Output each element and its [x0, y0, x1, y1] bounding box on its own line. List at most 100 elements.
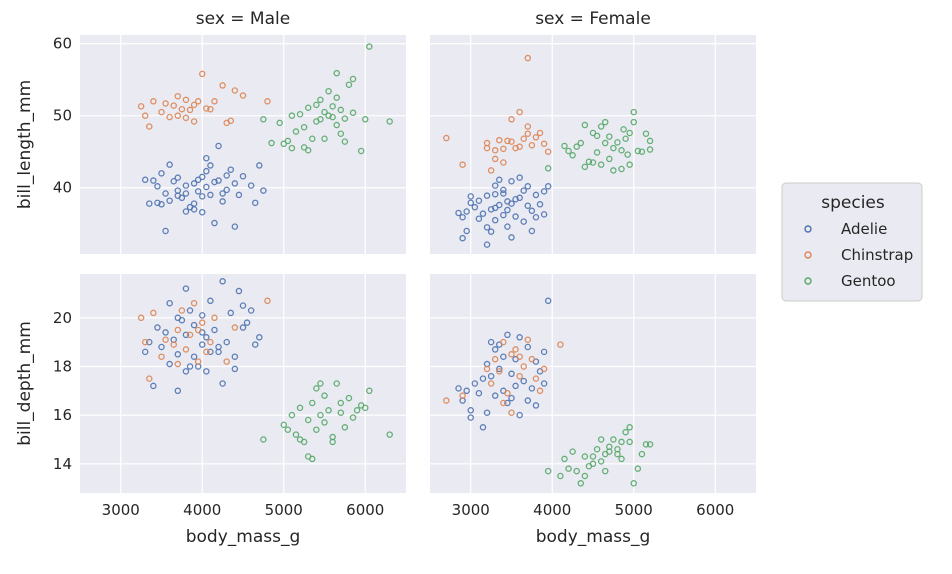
legend-marker-adelie: [804, 225, 812, 233]
data-point-chinstrap: [504, 137, 511, 145]
data-point-gentoo: [606, 133, 613, 140]
data-point-adelie: [223, 338, 230, 346]
data-point-adelie: [256, 162, 263, 169]
data-point-gentoo: [561, 455, 568, 463]
data-point-adelie: [227, 166, 235, 173]
data-point-adelie: [235, 191, 243, 199]
data-point-adelie: [532, 402, 540, 409]
data-point-gentoo: [581, 472, 589, 480]
data-point-gentoo: [589, 460, 597, 468]
data-point-adelie: [516, 334, 523, 341]
data-point-chinstrap: [500, 145, 507, 153]
data-point-adelie: [487, 338, 495, 346]
data-point-adelie: [459, 234, 466, 242]
data-point-chinstrap: [141, 112, 149, 119]
data-point-gentoo: [589, 159, 597, 166]
data-point-gentoo: [646, 441, 654, 448]
data-point-chinstrap: [198, 319, 206, 326]
data-point-adelie: [166, 360, 173, 368]
data-point-adelie: [455, 209, 462, 217]
data-point-adelie: [182, 190, 190, 197]
data-point-adelie: [162, 227, 169, 235]
data-point-adelie: [504, 206, 511, 214]
data-point-chinstrap: [158, 108, 165, 116]
data-point-gentoo: [630, 108, 638, 116]
data-point-chinstrap: [174, 326, 182, 334]
data-point-adelie: [219, 190, 226, 197]
data-point-gentoo: [630, 118, 638, 126]
data-point-gentoo: [614, 450, 621, 458]
data-point-gentoo: [321, 419, 328, 426]
data-point-chinstrap: [178, 105, 186, 113]
data-point-gentoo: [337, 130, 345, 137]
data-point-adelie: [239, 324, 247, 331]
data-point-gentoo: [597, 123, 605, 130]
data-point-chinstrap: [203, 348, 210, 356]
data-point-gentoo: [304, 453, 312, 460]
data-point-chinstrap: [211, 98, 218, 105]
data-point-adelie: [463, 387, 470, 395]
data-point-adelie: [146, 338, 153, 346]
data-point-gentoo: [618, 147, 625, 154]
data-point-gentoo: [304, 104, 312, 112]
data-point-gentoo: [329, 103, 336, 110]
data-point-adelie: [516, 411, 523, 419]
data-point-gentoo: [634, 465, 642, 472]
data-point-chinstrap: [146, 375, 153, 382]
data-point-adelie: [251, 341, 259, 348]
data-point-adelie: [211, 219, 218, 227]
data-point-adelie: [182, 368, 190, 375]
data-point-adelie: [524, 343, 532, 351]
data-point-gentoo: [569, 152, 576, 159]
data-point-adelie: [524, 202, 532, 209]
data-point-adelie: [158, 201, 165, 208]
data-point-adelie: [520, 377, 527, 385]
data-point-adelie: [186, 307, 194, 314]
data-point-gentoo: [284, 426, 292, 433]
data-point-gentoo: [349, 414, 357, 421]
data-point-adelie: [141, 348, 149, 356]
data-point-chinstrap: [524, 54, 532, 62]
x-tick-label: 4000: [533, 501, 571, 519]
data-point-gentoo: [638, 450, 646, 458]
data-point-gentoo: [288, 112, 296, 119]
data-point-adelie: [203, 183, 210, 191]
data-point-adelie: [174, 192, 182, 199]
data-point-adelie: [190, 353, 198, 360]
data-point-gentoo: [325, 87, 332, 95]
data-point-adelie: [487, 206, 495, 213]
data-point-gentoo: [288, 144, 296, 152]
data-point-gentoo: [337, 106, 345, 114]
data-point-chinstrap: [211, 314, 218, 322]
data-point-chinstrap: [137, 314, 145, 322]
data-point-adelie: [170, 177, 177, 185]
data-point-adelie: [500, 353, 507, 360]
data-point-gentoo: [333, 69, 340, 77]
data-point-gentoo: [577, 480, 585, 487]
data-point-adelie: [231, 223, 239, 230]
y-tick-label: 60: [53, 35, 72, 53]
data-point-gentoo: [349, 75, 357, 83]
data-point-gentoo: [268, 139, 275, 147]
panel-female-bill-length-mm: [430, 35, 756, 254]
data-point-chinstrap: [544, 148, 552, 155]
facet-title: sex = Female: [535, 9, 651, 29]
data-point-chinstrap: [182, 96, 190, 104]
data-point-adelie: [455, 385, 462, 392]
data-point-chinstrap: [203, 105, 210, 112]
data-point-gentoo: [624, 151, 631, 158]
data-point-gentoo: [597, 436, 605, 443]
data-point-chinstrap: [516, 143, 523, 150]
data-point-gentoo: [341, 115, 349, 122]
data-point-chinstrap: [536, 129, 544, 137]
data-point-adelie: [544, 183, 552, 190]
x-tick-label: 6000: [346, 501, 384, 519]
data-point-adelie: [463, 208, 470, 215]
legend-items: Adelie Chinstrap Gentoo: [804, 220, 913, 290]
data-point-chinstrap: [170, 102, 177, 109]
data-point-gentoo: [565, 147, 572, 155]
data-point-adelie: [508, 177, 515, 185]
data-point-gentoo: [638, 148, 646, 155]
data-point-adelie: [203, 334, 210, 341]
data-point-adelie: [247, 307, 255, 314]
